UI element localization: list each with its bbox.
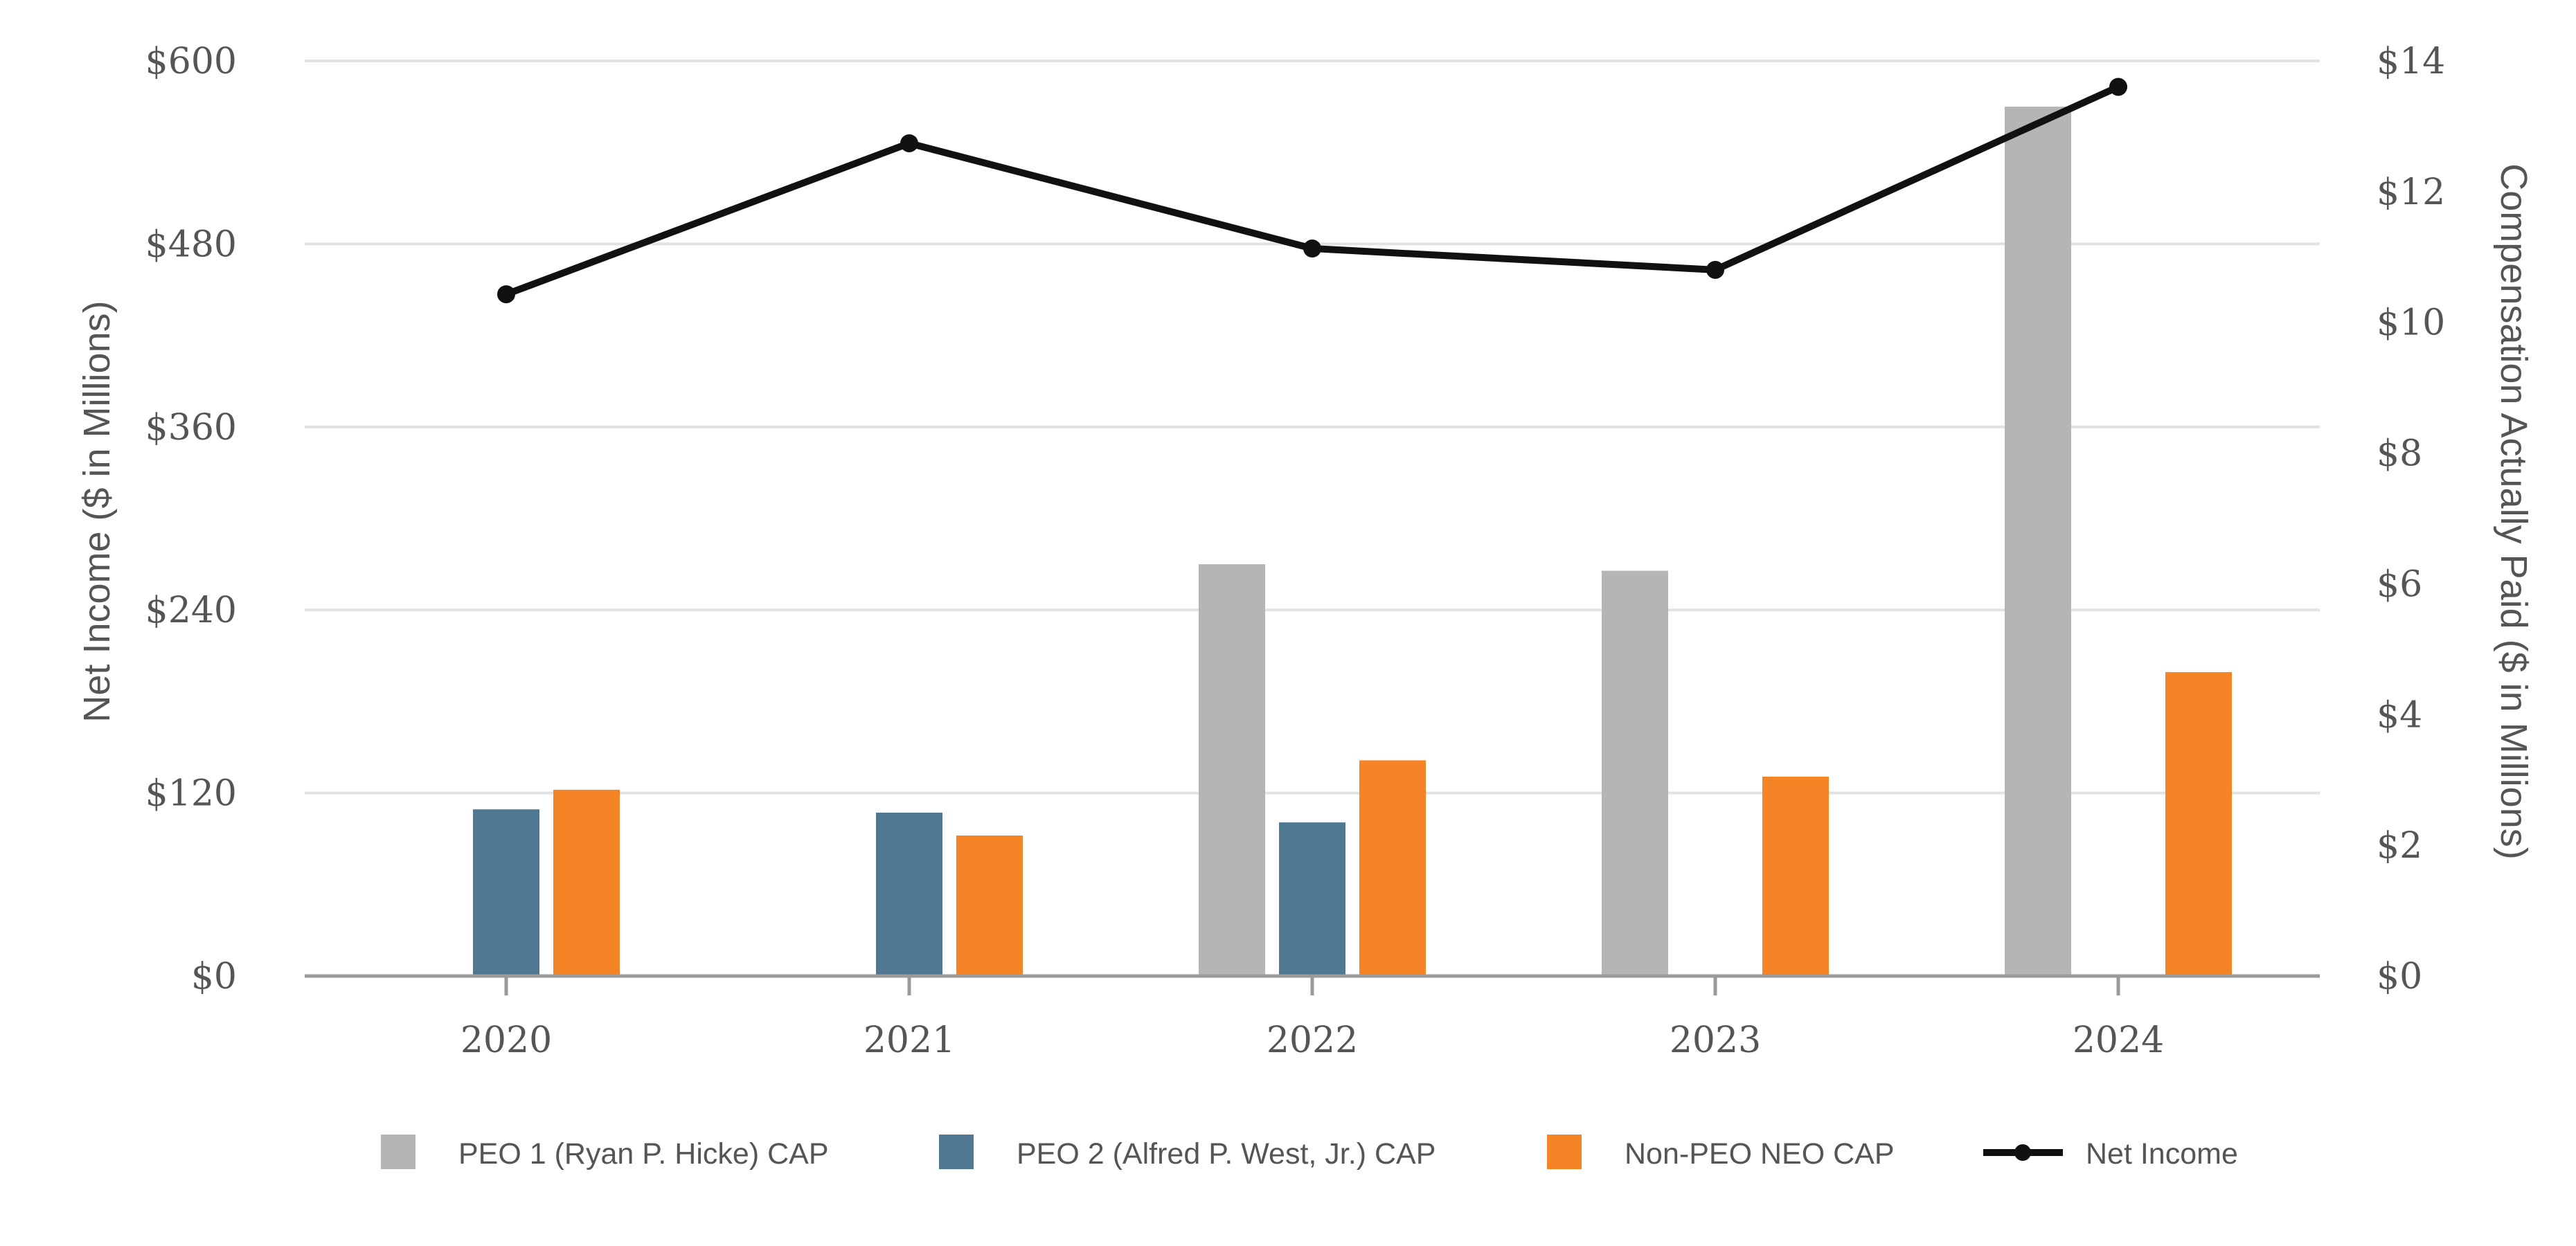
bar (1762, 776, 1829, 976)
bars (473, 107, 2232, 977)
legend-marker (2014, 1144, 2031, 1161)
net-income-line (497, 78, 2127, 304)
right-tick-label: $14 (2377, 41, 2445, 82)
net-income-point (900, 134, 918, 152)
left-axis: $0 $120 $240 $360 $480 $600 (145, 41, 237, 997)
bar (1199, 564, 1265, 976)
right-tick-label: $4 (2377, 694, 2422, 736)
legend-label: Net Income (2086, 1137, 2238, 1171)
x-axis: 2020 2021 2022 2023 2024 (460, 976, 2164, 1061)
net-income-point (1706, 260, 1724, 279)
right-tick-label: $10 (2377, 303, 2445, 344)
left-tick-label: $120 (145, 773, 237, 815)
right-tick-label: $2 (2377, 825, 2422, 867)
net-income-point (497, 285, 515, 304)
right-tick-label: $8 (2377, 433, 2422, 475)
bar (1602, 570, 1668, 976)
bar (1279, 822, 1345, 976)
bar (1359, 760, 1426, 976)
left-tick-label: $240 (145, 590, 237, 631)
left-tick-label: $360 (145, 407, 237, 449)
bar (2005, 107, 2071, 977)
right-axis-title: Compensation Actually Paid ($ in Million… (2493, 163, 2534, 859)
bar (473, 809, 539, 976)
legend-swatch (381, 1135, 415, 1169)
net-income-polyline (505, 83, 2120, 298)
left-tick-label: $600 (145, 41, 237, 82)
left-tick-label: $0 (191, 956, 237, 997)
x-tick-label: 2023 (1670, 1020, 1761, 1061)
bar (553, 789, 620, 976)
net-income-point (1303, 240, 1321, 258)
x-tick-label: 2024 (2073, 1020, 2164, 1061)
right-tick-label: $12 (2377, 172, 2445, 213)
net-income-point (2109, 78, 2127, 96)
legend-label: PEO 1 (Ryan P. Hicke) CAP (458, 1137, 829, 1171)
right-tick-label: $6 (2377, 563, 2422, 605)
legend-label: PEO 2 (Alfred P. West, Jr.) CAP (1017, 1137, 1435, 1171)
legend-swatch (939, 1135, 974, 1169)
legend-swatch (1547, 1135, 1582, 1169)
x-tick-label: 2021 (864, 1020, 955, 1061)
bar (2165, 671, 2232, 976)
legend-label: Non-PEO NEO CAP (1625, 1137, 1895, 1171)
x-tick-label: 2022 (1267, 1020, 1358, 1061)
right-tick-label: $0 (2377, 956, 2422, 997)
bar (876, 812, 942, 976)
right-axis: $0 $2 $4 $6 $8 $10 $12 $14 (2377, 41, 2445, 997)
legend: PEO 1 (Ryan P. Hicke) CAP PEO 2 (Alfred P… (381, 1135, 2238, 1171)
x-tick-label: 2020 (460, 1020, 552, 1061)
bar (956, 835, 1023, 976)
left-tick-label: $480 (145, 224, 237, 265)
left-axis-title: Net Income ($ in Millions) (76, 300, 118, 722)
